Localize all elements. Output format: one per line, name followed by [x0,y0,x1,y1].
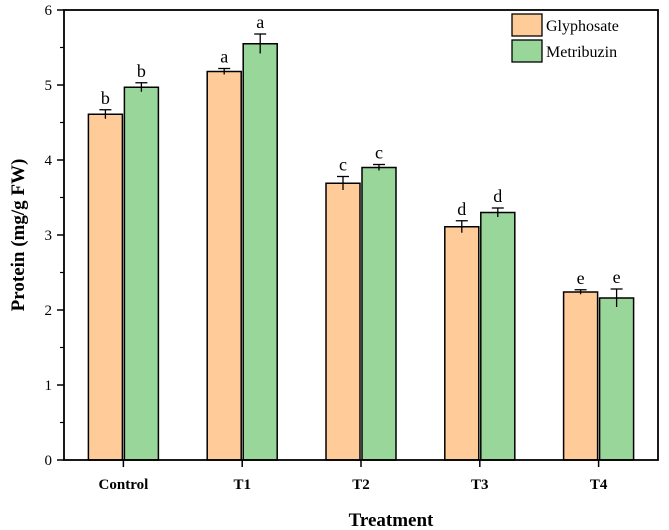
legend-label-metribuzin: Metribuzin [546,44,617,61]
significance-label: b [101,88,110,108]
significance-label: a [220,47,228,67]
bar-glyphosate-t1 [206,70,242,461]
significance-label: a [256,12,264,32]
bar-metribuzin-t2 [361,166,397,461]
significance-label: c [339,155,347,175]
y-tick-label: 6 [45,3,53,19]
significance-label: d [457,199,466,219]
bar-glyphosate-control [87,113,124,461]
significance-label: b [137,61,146,81]
y-tick-label: 0 [45,453,53,469]
bars-layer: b b a a c c d d e e [87,12,635,461]
x-axis-title: Treatment [349,510,434,530]
x-tick-label: T4 [590,477,608,493]
legend-swatch-metribuzin [511,39,543,63]
bar-metribuzin-t1 [242,43,278,461]
significance-label: e [613,267,621,287]
bar-metribuzin-control [123,86,160,461]
bar-glyphosate-t2 [325,182,361,461]
y-tick-label: 2 [45,303,53,319]
bar-metribuzin-t3 [480,211,516,461]
bar-glyphosate-t4 [562,291,599,461]
y-tick-label: 1 [45,378,53,394]
x-tick-label: T3 [471,477,489,493]
legend: Glyphosate Metribuzin [511,13,619,63]
plot-frame [63,9,659,461]
axes-layer: Control T1 T2 T3 T4 0 1 2 3 4 5 6 [45,3,659,493]
y-axis-title: Protein (mg/g FW) [8,159,29,312]
significance-label: e [577,268,585,288]
y-tick-label: 4 [45,153,53,169]
legend-label-glyphosate: Glyphosate [546,18,619,35]
legend-swatch-glyphosate [511,13,543,37]
significance-label: c [375,143,383,163]
x-tick-label: Control [99,477,149,493]
bar-glyphosate-t3 [444,226,480,461]
y-tick-label: 3 [45,228,53,244]
y-tick-label: 5 [45,78,53,94]
x-tick-label: T2 [352,477,370,493]
bar-metribuzin-t4 [598,297,635,461]
x-tick-label: T1 [233,477,251,493]
significance-label: d [493,186,502,206]
